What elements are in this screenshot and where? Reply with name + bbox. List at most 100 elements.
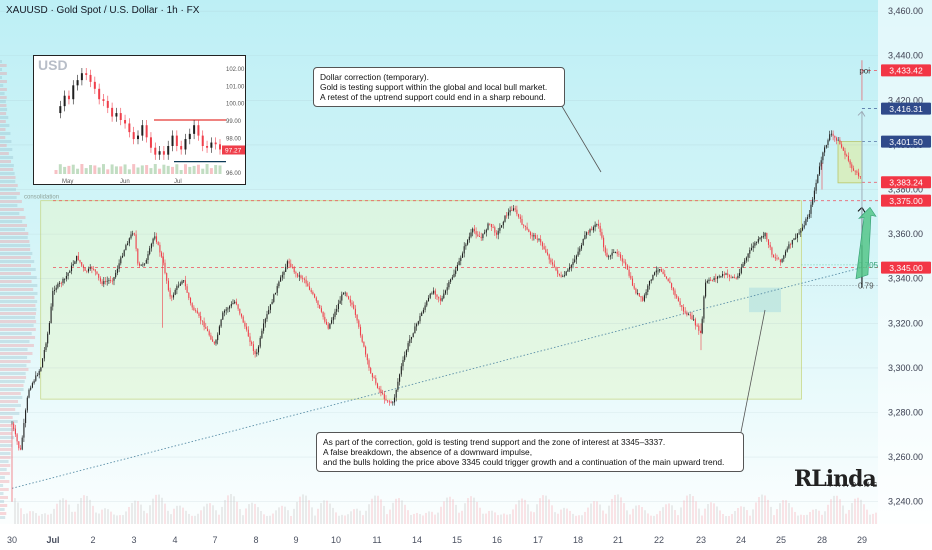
candle-body — [628, 269, 630, 276]
levels-layer: 3,433.42 poi 3,416.31 3,401.50 3,383.24 3,375… — [24, 64, 931, 290]
candle-body — [159, 244, 161, 253]
candle-body — [280, 277, 282, 282]
candle-body — [713, 278, 715, 281]
candle-body — [647, 285, 649, 292]
volume-profile-bar — [0, 388, 24, 391]
volume-bar — [395, 498, 397, 524]
volume-bar — [113, 514, 115, 524]
volume-bar — [149, 505, 151, 524]
candle-body — [400, 366, 402, 375]
candle-body — [597, 224, 600, 226]
candle-body — [336, 309, 338, 312]
volume-bar — [857, 497, 859, 524]
volume-bar — [854, 498, 856, 524]
candle-body — [382, 393, 384, 394]
inset-candle-body — [76, 80, 79, 86]
inset-y-tick: 101.00 — [226, 84, 245, 90]
candle-body — [344, 292, 346, 294]
candle-body — [404, 355, 406, 360]
x-tick-label: 17 — [533, 535, 543, 545]
candle-body — [672, 287, 674, 291]
candle-body — [444, 290, 447, 294]
candle-body — [793, 238, 795, 240]
volume-bar — [182, 507, 184, 524]
inset-volume-bar — [119, 166, 123, 174]
candle-body — [732, 276, 734, 278]
candle-body — [43, 350, 45, 359]
volume-bar — [740, 506, 742, 524]
volume-bar — [353, 509, 355, 524]
volume-bar — [647, 513, 649, 524]
volume-profile-bar — [0, 412, 20, 415]
volume-profile-bar — [0, 200, 22, 203]
candle-body — [825, 144, 827, 148]
volume-profile-bar — [0, 352, 33, 355]
volume-bar — [851, 503, 853, 524]
bottom-annotation-pointer — [740, 309, 766, 433]
candle-body — [133, 233, 135, 235]
x-tick-label: 15 — [452, 535, 462, 545]
candle-body — [844, 150, 846, 156]
volume-bar — [494, 512, 496, 524]
candle-body — [852, 168, 855, 171]
volume-bar — [269, 515, 271, 524]
candle-body — [314, 294, 316, 298]
candle-body — [742, 264, 744, 268]
volume-bar — [644, 510, 646, 524]
candle-body — [779, 259, 781, 263]
volume-bar — [557, 513, 559, 524]
candle-body — [577, 251, 579, 256]
volume-bar — [611, 498, 613, 524]
volume-bar — [596, 501, 598, 524]
candle-body — [363, 341, 365, 347]
volume-profile-bar — [0, 148, 13, 151]
volume-bar — [728, 515, 730, 524]
volume-bar — [284, 506, 286, 524]
volume-bar — [470, 496, 472, 524]
volume-bar — [671, 505, 673, 524]
candle-body — [162, 256, 164, 263]
candle-body — [13, 423, 15, 429]
price-tag — [881, 176, 931, 189]
volume-bar — [863, 504, 865, 524]
y-tick-label: 3,360.00 — [888, 229, 923, 239]
candle-body — [671, 283, 673, 288]
fib-label: 0.79 — [858, 281, 874, 290]
volume-bar — [137, 501, 139, 524]
volume-bar — [35, 513, 37, 524]
candle-body — [633, 285, 635, 289]
y-tick-label: 3,380.00 — [888, 185, 923, 195]
candle-body — [669, 281, 671, 284]
candle-body — [557, 270, 559, 274]
price-tag-value: 3,416.31 — [889, 104, 923, 114]
volume-profile-bar — [0, 160, 12, 163]
inset-candle-body — [124, 120, 127, 124]
x-tick-label: 4 — [172, 535, 177, 545]
x-tick-label: 3 — [131, 535, 136, 545]
volume-bar — [476, 501, 478, 524]
candle-body — [524, 225, 526, 227]
candle-body — [715, 278, 717, 279]
candle-body — [662, 271, 664, 274]
candle-body — [854, 170, 856, 172]
inset-volume-bar — [162, 164, 166, 174]
volume-bar — [641, 507, 643, 524]
volume-profile-bar — [0, 188, 16, 191]
candle-body — [767, 239, 770, 245]
inset-candle-body — [180, 146, 183, 150]
volume-bar — [455, 504, 457, 524]
projection-layer — [855, 110, 877, 288]
candle-body — [30, 387, 32, 390]
volume-bar — [101, 509, 103, 524]
volume-bar — [131, 502, 133, 524]
y-tick-label: 3,300.00 — [888, 363, 923, 373]
candle-body — [676, 295, 678, 298]
volume-bar — [716, 506, 718, 524]
candle-body — [839, 139, 841, 145]
candle-body — [722, 274, 724, 277]
candle-body — [278, 281, 280, 287]
candle-body — [645, 291, 647, 296]
inset-candle-body — [158, 151, 161, 155]
candle-body — [535, 235, 537, 239]
inset-volume-bar — [136, 167, 140, 174]
